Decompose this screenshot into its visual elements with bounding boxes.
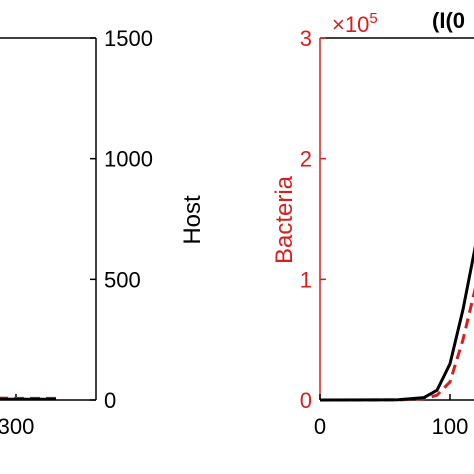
bacteria-tick-label: 0 [300, 388, 312, 413]
right-x-tick-label: 0 [314, 414, 326, 439]
y-exponent-base: ×10 [332, 12, 369, 37]
right-x-tick-label: 100 [432, 414, 469, 439]
left-panel: 0 500 1000 1500 300 Host [0, 26, 206, 439]
bacteria-tick-label: 2 [300, 147, 312, 172]
host-axis-label: Host [179, 195, 206, 245]
left-x-tick-label: 300 [0, 414, 34, 439]
host-tick-label: 500 [104, 267, 141, 292]
bacteria-tick-label: 3 [300, 26, 312, 51]
bacteria-dashed-series-line [319, 287, 474, 402]
bacteria-axis-label: Bacteria [271, 175, 298, 264]
right-panel: 0 1 2 3 0 100 Bacteria ×105 (I(0 [271, 8, 474, 439]
host-tick-label: 1500 [104, 26, 153, 51]
host-tick-label: 0 [104, 388, 116, 413]
bacteria-solid-series-line [319, 245, 474, 402]
y-exponent-power: 5 [369, 10, 377, 27]
panel-title: (I(0 [432, 8, 465, 33]
host-tick-label: 1000 [104, 147, 153, 172]
y-exponent-label: ×105 [332, 10, 378, 37]
bacteria-tick-label: 1 [300, 267, 312, 292]
